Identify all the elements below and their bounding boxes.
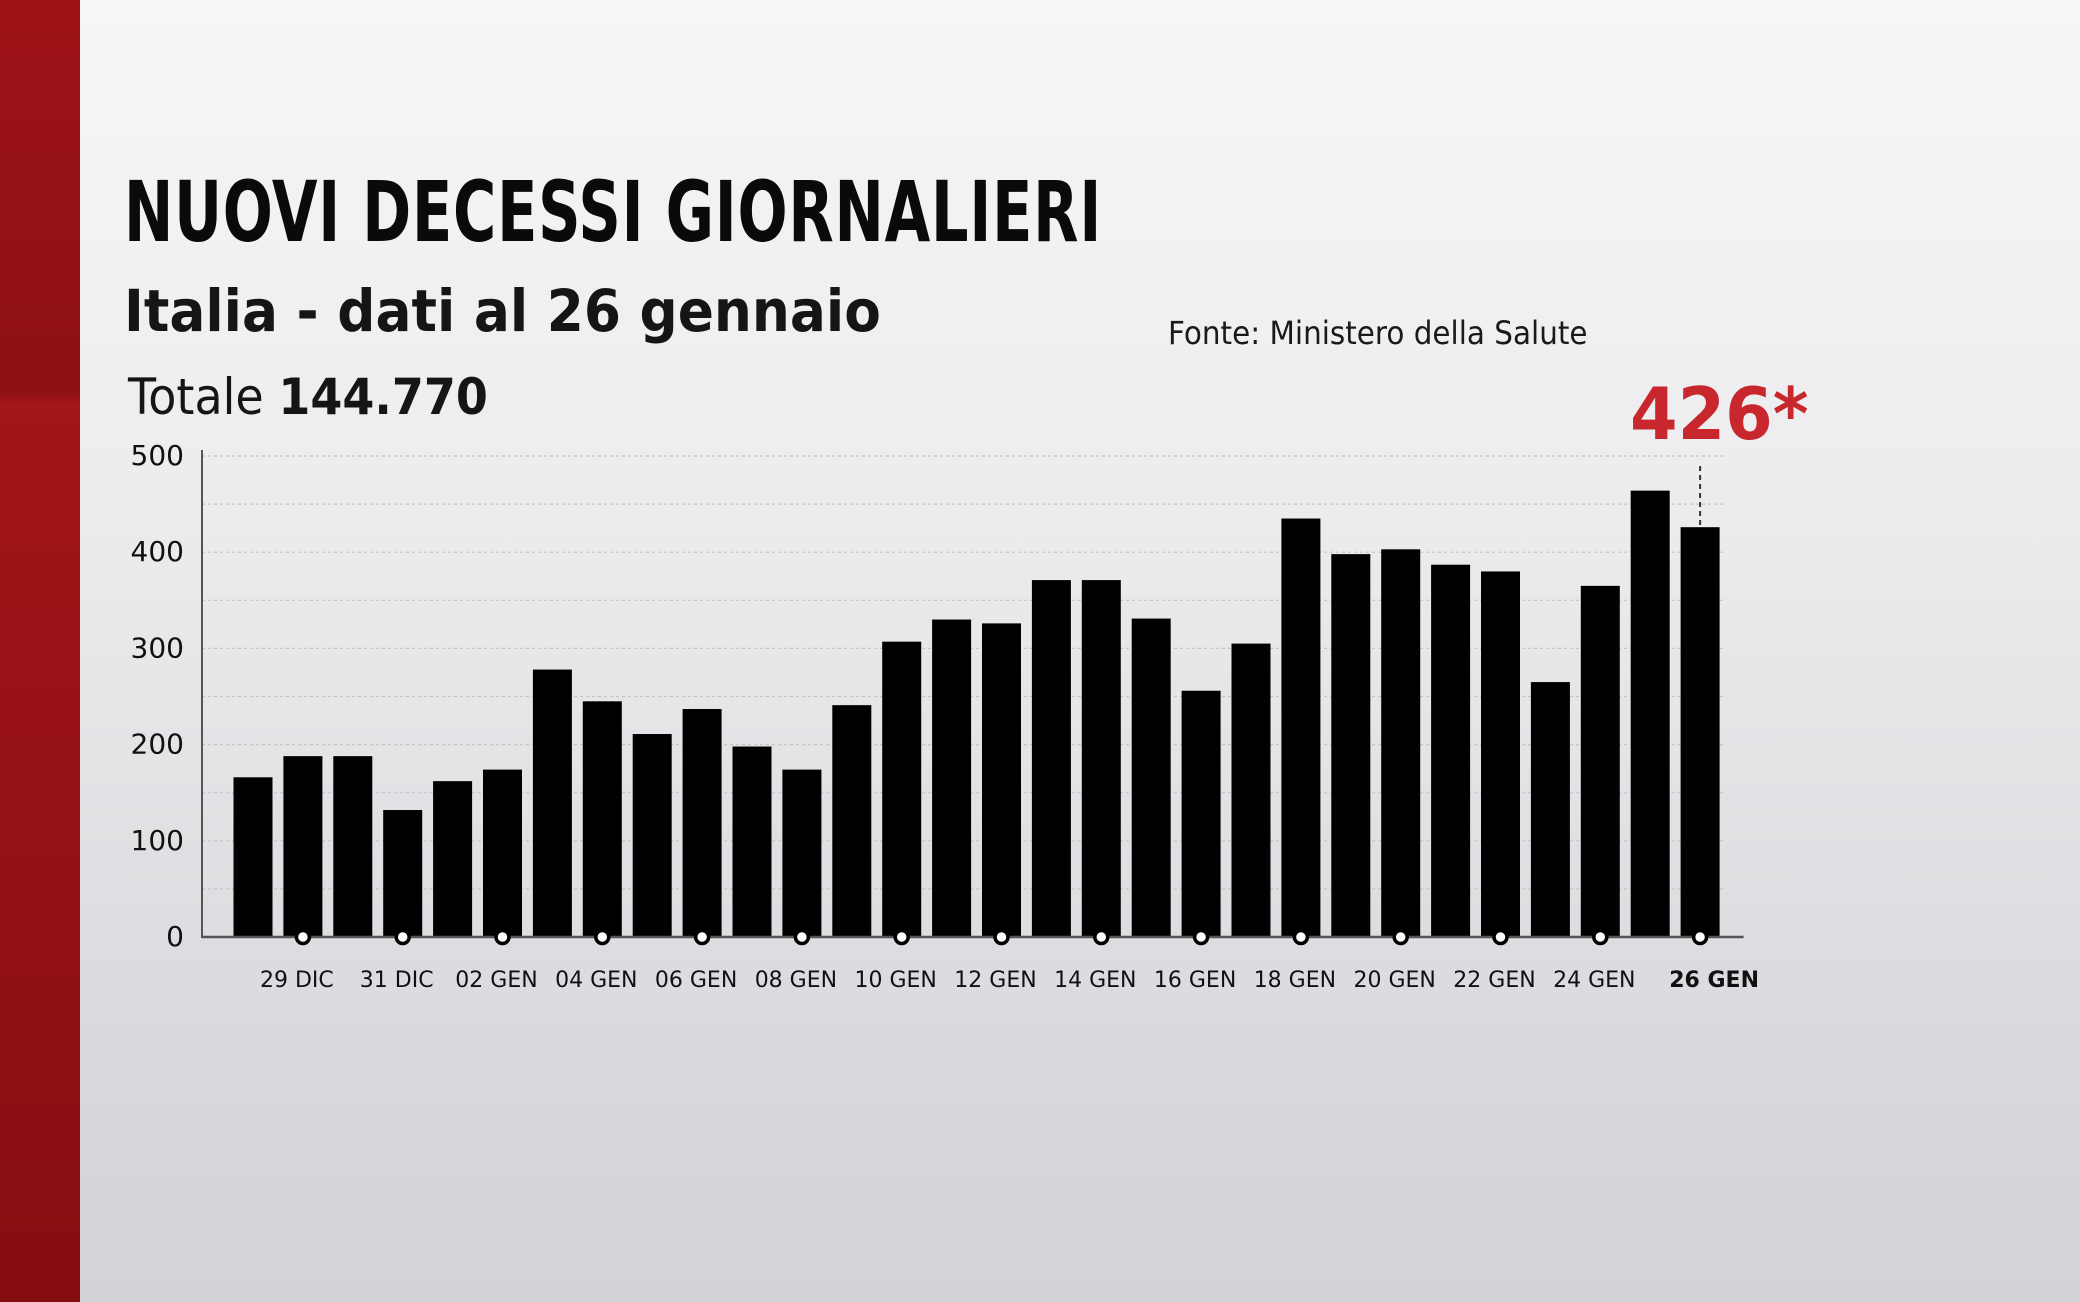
bar — [932, 619, 972, 937]
bar — [1630, 490, 1670, 937]
x-tick-marker — [1292, 928, 1310, 946]
x-tick-label: 22 GEN — [1453, 968, 1535, 993]
x-tick-marker — [993, 928, 1010, 946]
x-tick-marker — [1592, 928, 1609, 946]
chart-title: NUOVI DECESSI GIORNALIERI — [124, 163, 1103, 261]
bar — [233, 777, 273, 937]
x-tick-label: 24 GEN — [1553, 968, 1635, 993]
source-note: Fonte: Ministero della Salute — [1168, 314, 1588, 352]
bar — [782, 769, 822, 937]
bar — [982, 623, 1021, 937]
x-tick-label: 29 DIC — [260, 968, 334, 993]
x-tick-label: 08 GEN — [755, 968, 837, 993]
x-tick-markers — [294, 928, 1709, 946]
x-tick-marker — [693, 928, 711, 946]
bar — [1431, 564, 1471, 937]
x-tick-label: 20 GEN — [1353, 968, 1435, 993]
bar — [632, 734, 672, 937]
x-tick-marker — [1392, 928, 1409, 946]
bar — [832, 705, 872, 937]
y-tick-label: 400 — [131, 535, 184, 568]
x-tick-marker — [893, 928, 910, 946]
bar — [732, 746, 772, 937]
highlight-value: 426* — [1630, 372, 1809, 456]
x-tick-marker — [793, 928, 811, 946]
bar — [1331, 554, 1371, 937]
x-tick-label: 26 GEN — [1669, 968, 1759, 993]
x-tick-label: 14 GEN — [1054, 968, 1136, 993]
x-tick-marker — [394, 928, 411, 946]
bar — [532, 669, 572, 937]
x-axis-ticks: 29 DIC 31 DIC 02 GEN 04 GEN 06 GEN 08 GEN 10 G… — [260, 968, 1759, 993]
bar — [1081, 580, 1121, 937]
bar — [582, 701, 622, 937]
bar — [383, 810, 423, 937]
bar — [1031, 580, 1071, 937]
bar — [1131, 618, 1171, 937]
bar — [1580, 585, 1620, 937]
x-tick-label: 18 GEN — [1254, 968, 1336, 993]
bar — [433, 781, 473, 937]
x-tick-label: 31 DIC — [360, 968, 434, 993]
x-tick-label: 16 GEN — [1154, 968, 1236, 993]
y-tick-label: 300 — [131, 631, 184, 664]
x-tick-marker — [1093, 928, 1110, 946]
y-axis-ticks: 0 100 200 300 400 500 — [131, 439, 184, 953]
x-tick-marker — [1492, 928, 1509, 946]
left-brand-band — [0, 0, 80, 1302]
bar — [1680, 527, 1720, 937]
bar — [283, 756, 323, 937]
x-tick-label: 06 GEN — [655, 968, 737, 993]
bar — [682, 709, 722, 937]
bar — [1231, 643, 1271, 937]
axes — [201, 450, 1744, 939]
y-tick-label: 0 — [166, 920, 184, 953]
bar — [1530, 682, 1570, 937]
total-line: Totale 144.770 — [128, 372, 488, 422]
x-tick-marker — [294, 928, 312, 946]
y-tick-label: 100 — [131, 824, 184, 857]
x-tick-label: 10 GEN — [854, 968, 936, 993]
bar — [882, 641, 922, 937]
total-value: 144.770 — [278, 368, 488, 426]
x-tick-marker — [1691, 928, 1709, 946]
y-tick-label: 200 — [131, 728, 184, 761]
x-tick-marker — [1192, 928, 1210, 946]
chart-subtitle: Italia - dati al 26 gennaio — [124, 277, 881, 345]
bar — [1481, 571, 1520, 937]
total-label: Totale — [128, 368, 264, 426]
x-tick-label: 02 GEN — [455, 968, 537, 993]
y-tick-label: 500 — [131, 439, 184, 472]
bar — [1181, 690, 1221, 937]
bar — [1381, 549, 1421, 937]
x-tick-marker — [494, 928, 511, 946]
x-tick-label: 12 GEN — [954, 968, 1036, 993]
bars — [233, 490, 1720, 937]
bar — [483, 769, 522, 937]
bar — [1281, 518, 1321, 937]
bar — [333, 756, 373, 937]
x-tick-label: 04 GEN — [555, 968, 637, 993]
x-tick-marker — [594, 928, 611, 946]
